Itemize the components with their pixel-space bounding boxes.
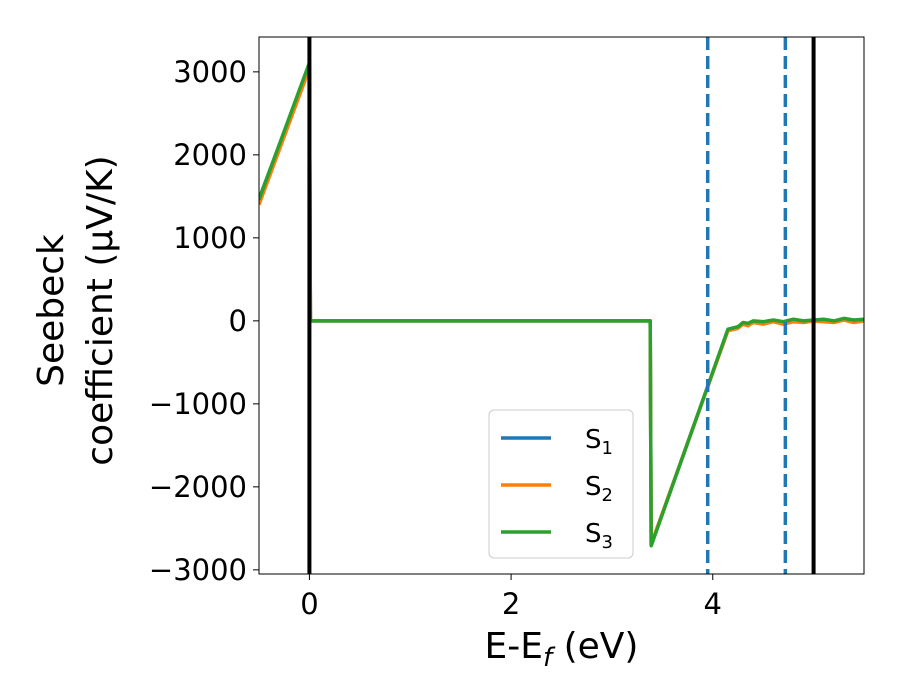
plot-area — [259, 37, 864, 574]
plot-lines — [259, 37, 864, 574]
legend: S1 S2 S3 — [488, 409, 634, 559]
legend-label-s2: S2 — [585, 472, 613, 506]
y-tick-label: 0 — [229, 304, 247, 338]
legend-label-s3: S3 — [585, 519, 613, 553]
y-tick-label: 3000 — [173, 55, 247, 89]
legend-box — [488, 409, 634, 559]
y-tick-label: −2000 — [149, 470, 247, 504]
x-tick-label: 0 — [300, 587, 318, 621]
legend-label-s1: S1 — [585, 425, 613, 459]
x-tick-label: 2 — [502, 587, 520, 621]
y-tick-label: 1000 — [173, 221, 247, 255]
axis-ticks: 0 2 4 3000 2000 1000 0 −1000 −2000 −3000 — [149, 55, 722, 621]
y-tick-label: −3000 — [149, 553, 247, 587]
series-line-s3 — [259, 60, 864, 548]
y-tick-label: −1000 — [149, 387, 247, 421]
y-tick-label: 2000 — [173, 138, 247, 172]
y-axis-label-line2: coefficient (μV/K) — [80, 155, 121, 465]
y-axis-label: Seebeck coefficient (μV/K) — [31, 155, 121, 465]
y-axis-label-line1: Seebeck — [31, 234, 72, 387]
axes-frame — [258, 36, 865, 575]
x-tick-label: 4 — [704, 587, 722, 621]
x-axis-label: E-Ef (eV) — [485, 626, 639, 673]
